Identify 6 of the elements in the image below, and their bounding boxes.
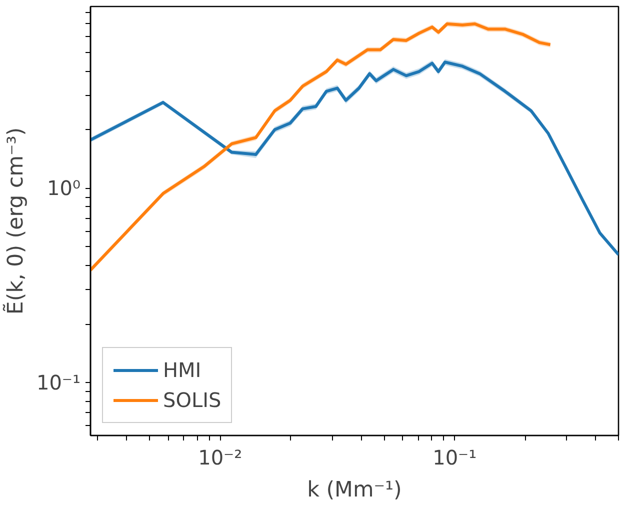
y-tick-label: 10⁰ [47,176,80,200]
x-tick-label: 10⁻² [198,446,242,470]
y-axis-title: Ẽ(k, 0) (erg cm⁻³) [2,127,28,315]
x-axis-title: k (Mm⁻¹) [307,478,402,502]
legend-label: SOLIS [163,388,222,412]
legend-label: HMI [163,358,202,382]
